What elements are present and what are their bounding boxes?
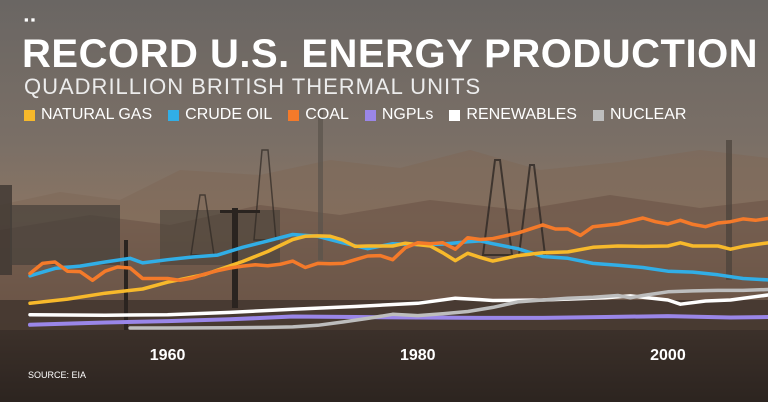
legend-swatch bbox=[364, 109, 376, 121]
x-tick-label: 1960 bbox=[150, 347, 186, 364]
series-line-coal bbox=[28, 216, 768, 283]
series-line-natural-gas bbox=[28, 234, 768, 306]
series-line-renewables bbox=[28, 293, 768, 317]
legend-item-renewables: RENEWABLES bbox=[449, 106, 577, 124]
chart-title: RECORD U.S. ENERGY PRODUCTION bbox=[22, 32, 759, 76]
legend-item-coal: COAL bbox=[288, 106, 349, 124]
legend-swatch bbox=[168, 109, 180, 121]
legend-item-natural-gas: NATURAL GAS bbox=[24, 106, 152, 124]
chart-subtitle: QUADRILLION BRITISH THERMAL UNITS bbox=[24, 74, 482, 99]
legend-item-nuclear: NUCLEAR bbox=[592, 106, 687, 124]
legend-swatch bbox=[592, 109, 604, 121]
x-tick-label: 1980 bbox=[400, 347, 436, 364]
legend-item-ngpls: NGPLs bbox=[364, 106, 434, 124]
series-line-nuclear bbox=[128, 287, 768, 330]
legend-label: NATURAL GAS bbox=[41, 106, 153, 123]
legend-swatch bbox=[24, 109, 35, 121]
series-line-crude-oil bbox=[28, 232, 768, 282]
legend-item-crude-oil: CRUDE OIL bbox=[168, 106, 272, 124]
legend-swatch bbox=[449, 109, 461, 121]
legend-label: RENEWABLES bbox=[466, 106, 577, 123]
legend-label: CRUDE OIL bbox=[185, 106, 273, 123]
legend-label: COAL bbox=[305, 106, 349, 123]
x-tick-label: 2000 bbox=[650, 347, 686, 364]
source-note: SOURCE: EIA bbox=[28, 370, 87, 380]
legend-label: NUCLEAR bbox=[609, 106, 687, 123]
legend-swatch bbox=[288, 109, 300, 121]
legend-label: NGPLs bbox=[381, 106, 434, 123]
series-line-ngpls bbox=[28, 314, 768, 327]
legend: NATURAL GAS CRUDE OIL COAL NGPLs RENEWAB… bbox=[24, 106, 686, 124]
brand-logo: ▪▪ bbox=[24, 12, 38, 27]
